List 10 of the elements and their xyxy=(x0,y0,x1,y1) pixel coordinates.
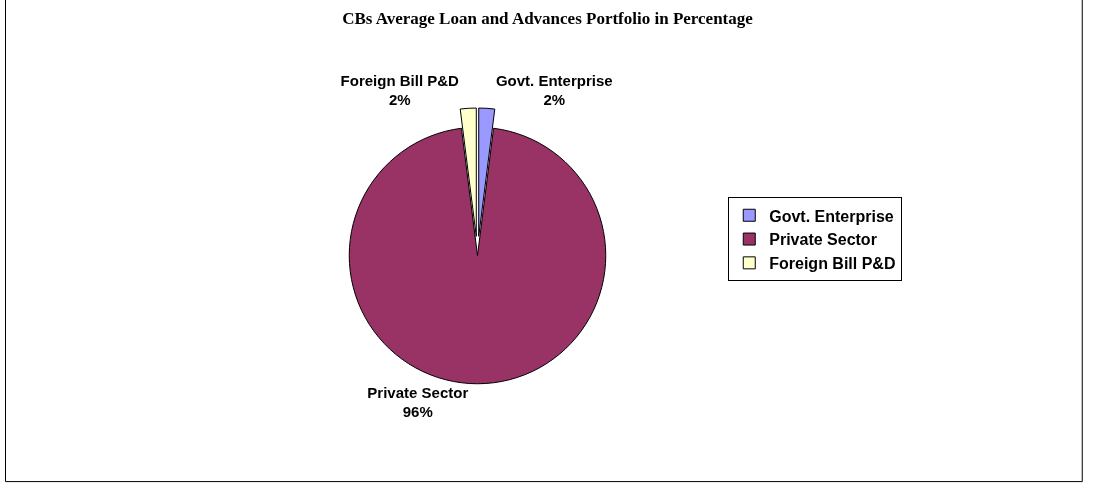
slice-label: Foreign Bill P&D xyxy=(340,71,460,89)
slice-label: Govt. Enterprise xyxy=(495,71,613,89)
legend-label: Foreign Bill P&D xyxy=(769,255,896,273)
data-label: 96% xyxy=(402,403,433,421)
data-label: 2% xyxy=(543,91,566,109)
data-label: 2% xyxy=(388,91,411,109)
slice-label: Private Sector xyxy=(367,383,469,401)
legend-label: Private Sector xyxy=(769,231,877,249)
chart-title: CBs Average Loan and Advances Portfolio in Percentage xyxy=(342,9,754,29)
legend-label: Govt. Enterprise xyxy=(769,207,894,225)
